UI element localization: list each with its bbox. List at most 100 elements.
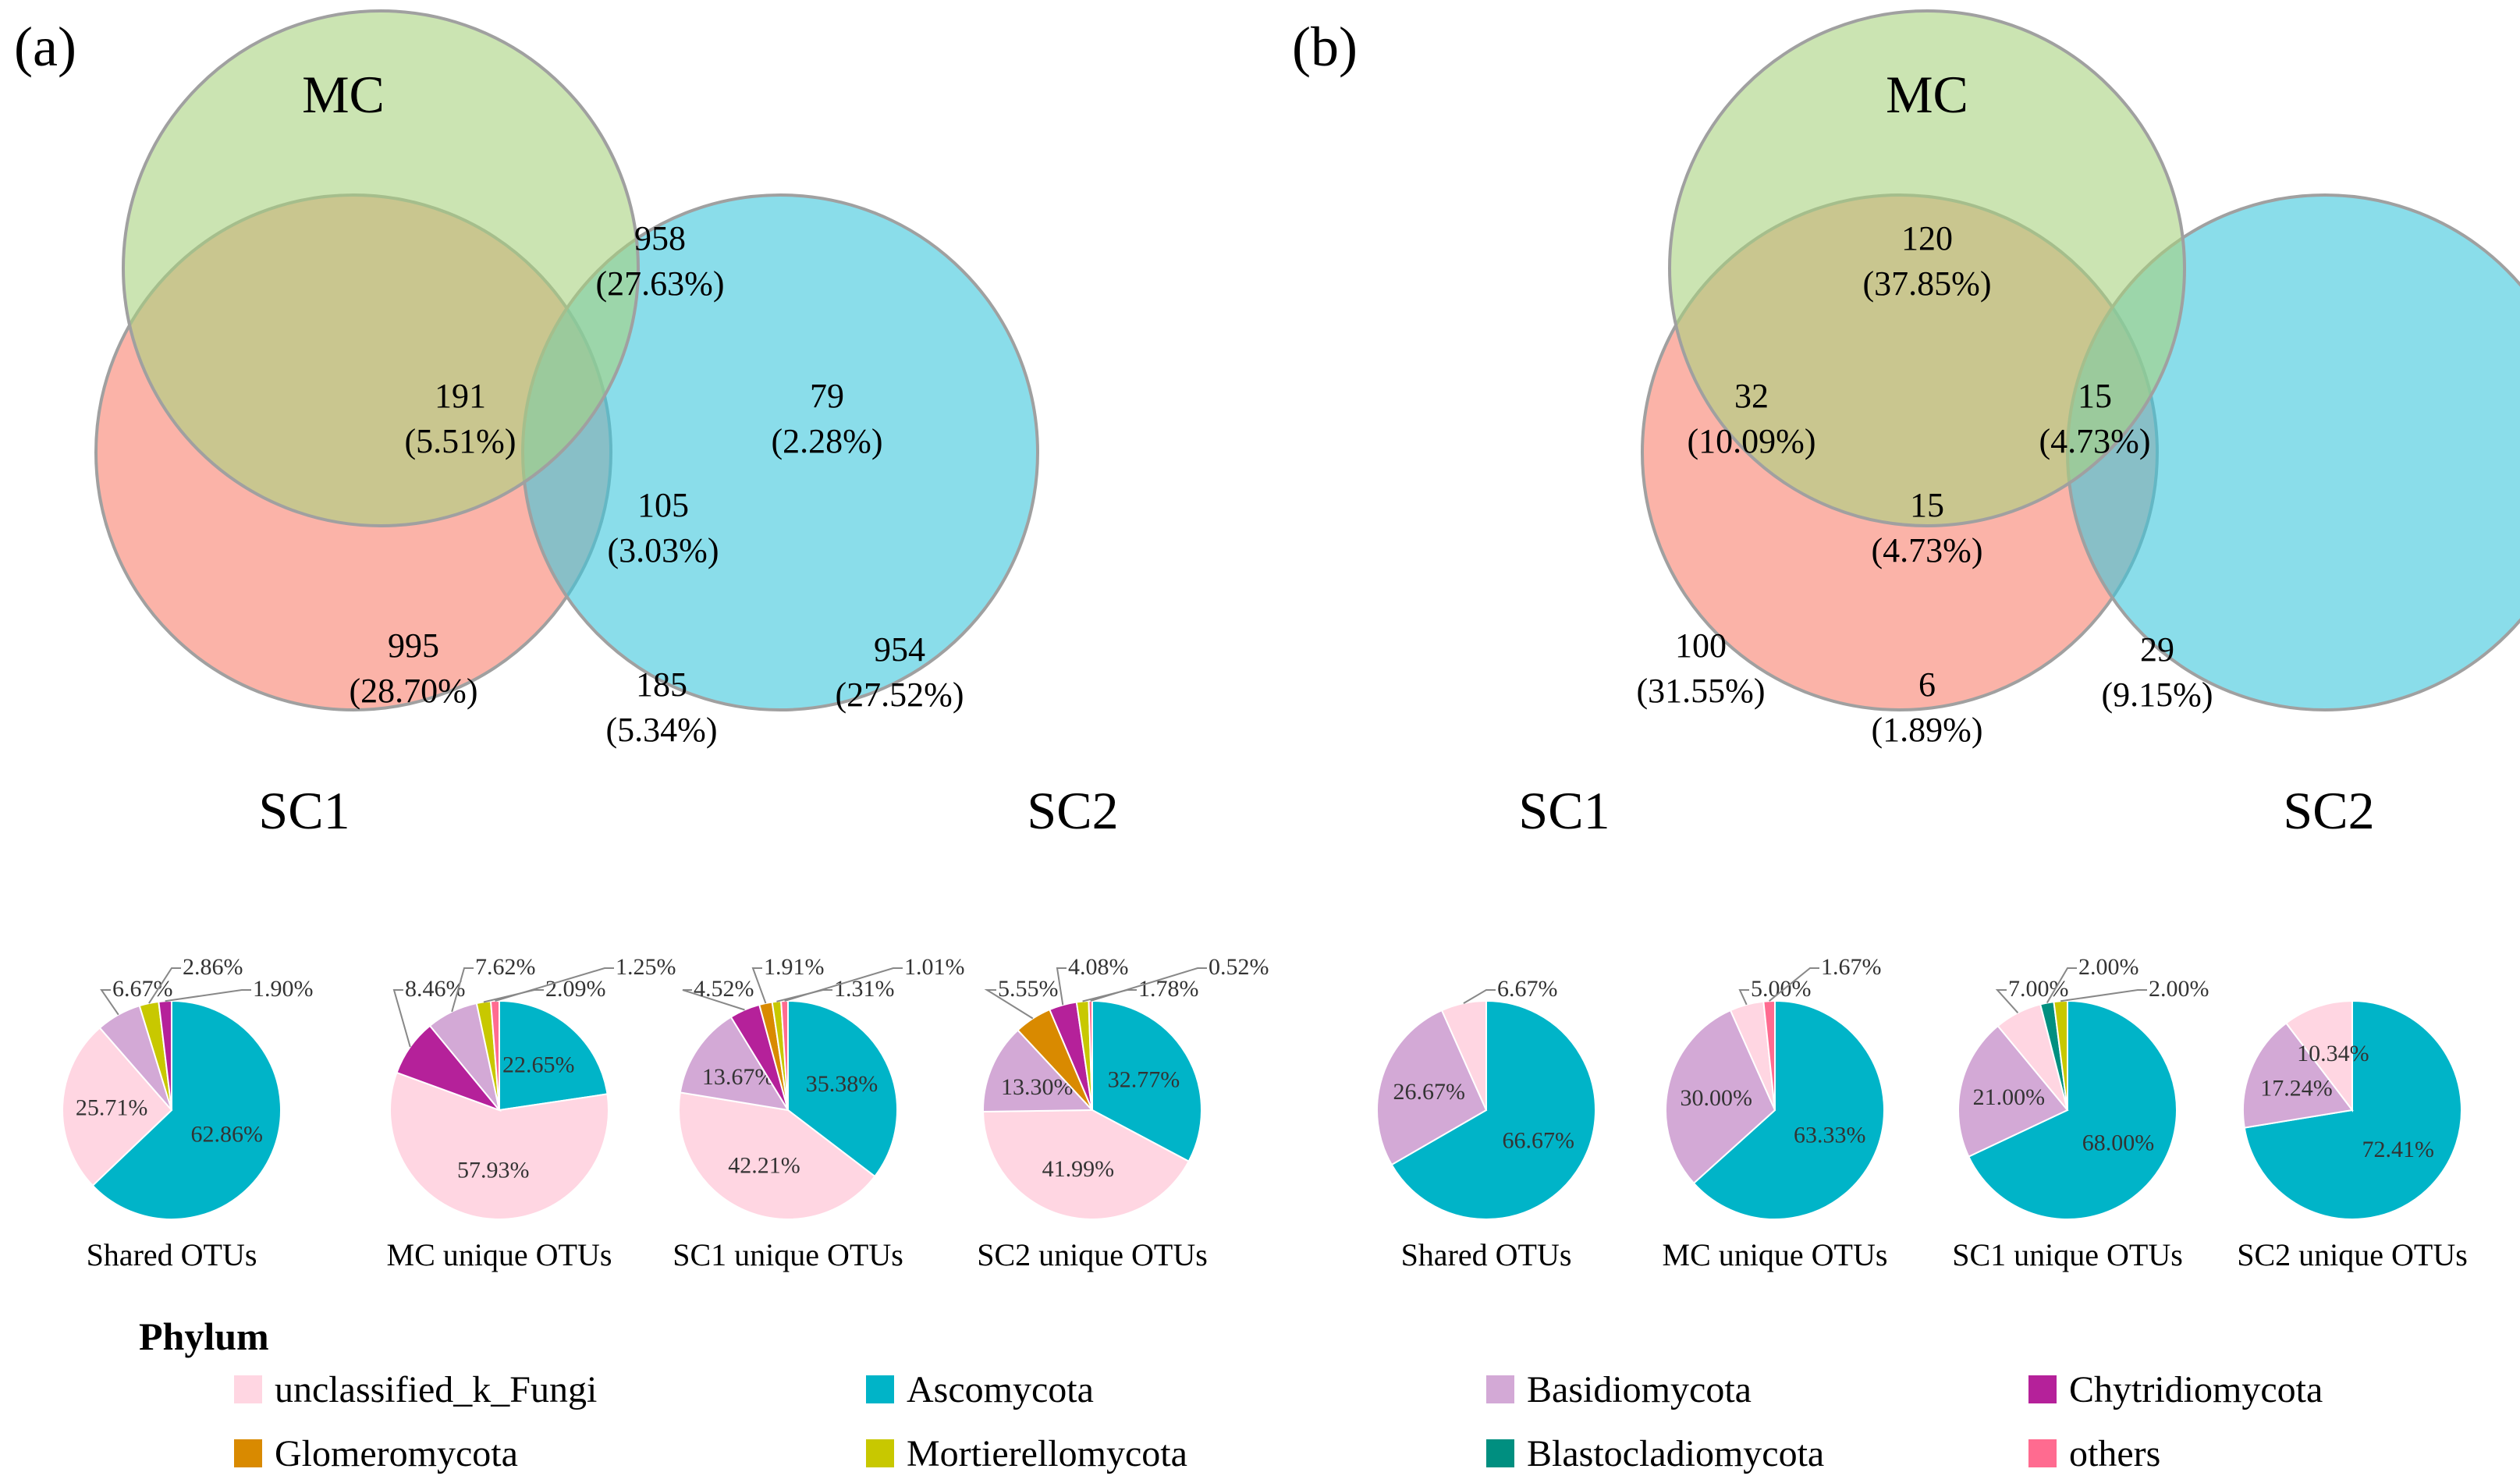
legend-item: Ascomycota [866,1369,1094,1410]
pie-slice-basidiomycota [679,1016,790,1112]
pie-data-label: 6.67% [1497,976,1558,1002]
legend-label: Mortierellomycota [907,1433,1187,1474]
venn-percent-mc-sc1: (10.09%) [1688,422,1816,460]
pie-data-label: 1.91% [764,954,825,980]
set-label-mc: MC [1886,65,1968,124]
pie-data-label: 72.41% [2362,1137,2434,1162]
pie-slice-others [1762,999,1776,1111]
venn-percent-all: (3.03%) [608,531,719,569]
pie-chart: 22.65%57.93%8.46%7.62%2.09%1.25%MC uniqu… [387,954,676,1272]
venn-count-sc1-sc2: 6 [1918,665,1936,704]
pie-slice-basidiomycota [1957,1024,2069,1158]
pie-leader-line [784,967,903,1002]
pie-chart: 68.00% 21.00% 7.00% 2.00% 2.00% SC1 unique OT… [1952,954,2209,1272]
pie-data-label: 7.00% [2008,976,2069,1002]
pie-data-label: 5.55% [998,976,1059,1002]
venn-percent-sc1-only: (28.70%) [350,672,478,710]
pie-title: SC1 unique OTUs [1952,1237,2183,1272]
legend-label: Basidiomycota [1527,1369,1752,1410]
legend-label: Glomeromycota [275,1433,518,1474]
legend-swatch [234,1439,262,1467]
pie-data-label: 17.24% [2260,1076,2333,1102]
venn-count-sc2-only: 29 [2140,630,2174,669]
pie-title: Shared OTUs [1401,1237,1572,1272]
pie-data-label: 1.67% [1821,954,1882,980]
legend-label: others [2069,1433,2160,1474]
pie-title: Shared OTUs [87,1237,257,1272]
legend-item: others [2028,1433,2160,1474]
venn-percent-mc-only: (37.85%) [1863,264,1992,303]
venn-percent-sc2-only: (27.52%) [836,676,964,714]
venn-percent-sc1-only: (31.55%) [1637,672,1766,710]
pie-chart: 32.77% 41.99% 13.30% 5.55% 4.08% 1.78% 0.52% SC… [977,954,1269,1272]
pie-data-label: 4.08% [1068,954,1129,980]
venn-diagram: (a) MC SC1 SC2 958 (27.63%) 191 (5.51%) 79 (2.28%… [14,9,1119,840]
venn-count-mc-sc2: 79 [810,377,844,415]
pie-leader-line [1090,967,1207,1002]
pie-leader-line [682,989,745,1011]
pie-slice-basidiomycota [2242,1022,2354,1129]
venn-diagram: (b) MC SC1 SC2 120 (37.85%) 32 (10.09%) 15 (4.73%… [1292,9,2520,840]
venn-count-mc-sc1: 32 [1734,377,1769,415]
pie-title: MC unique OTUs [387,1237,612,1272]
pie-leader-line [148,967,181,1004]
pie-title: SC1 unique OTUs [673,1237,903,1272]
pie-leader-line [495,967,614,1002]
pie-data-label: 2.00% [2078,954,2139,980]
set-label-sc2: SC2 [2283,781,2374,840]
pie-data-label: 42.21% [728,1153,800,1179]
legend-swatch [1486,1439,1514,1467]
pie-slice-ascomycota [1692,999,1885,1220]
pie-data-label: 63.33% [1794,1122,1866,1148]
venn-count-mc-sc1: 191 [435,377,486,415]
set-label-sc2: SC2 [1027,781,1118,840]
pie-slice-basidiomycota [982,1029,1095,1113]
pie-slice-ascomycota [499,999,609,1112]
pie-slice-unclassified-k-fungi [678,1091,876,1220]
pie-leader-line [451,967,474,1013]
pie-data-label: 21.00% [1973,1084,2046,1110]
pie-chart: 62.86% 25.71% 6.67% 2.86% 1.90% Shared OTUs [62,954,314,1272]
venn-percent-mc-sc2: (2.28%) [772,422,883,460]
legend-item: Mortierellomycota [866,1433,1187,1474]
pie-data-label: 2.09% [545,976,606,1002]
pie-slice-unclassified-k-fungi [981,1109,1190,1220]
pie-data-label: 22.65% [502,1052,575,1078]
legend-item: unclassified_k_Fungi [234,1369,597,1410]
panel-label: (b) [1292,16,1358,78]
venn-count-sc2-only: 954 [874,630,925,669]
legend-swatch [2028,1439,2057,1467]
pie-leader-line [984,989,1034,1020]
set-label-mc: MC [302,65,385,124]
legend-label: Chytridiomycota [2069,1369,2323,1410]
pie-slice-ascomycota [787,999,898,1178]
pie-data-label: 1.78% [1138,976,1199,1002]
pie-slice-ascomycota [1091,999,1202,1163]
pie-leader-line [1738,989,1749,1006]
venn-diagrams: (a) MC SC1 SC2 958 (27.63%) 191 (5.51%) 79 (2.28%… [14,9,2520,840]
pie-data-label: 68.00% [2082,1130,2155,1155]
set-label-sc1: SC1 [1518,781,1610,840]
pie-data-label: 30.00% [1680,1085,1752,1111]
venn-count-mc-only: 958 [634,219,686,257]
pie-title: SC2 unique OTUs [977,1237,1208,1272]
pie-slice-unclassified-k-fungi [389,1071,609,1220]
pie-data-label: 1.25% [616,954,676,980]
venn-count-sc1-only: 100 [1675,626,1727,665]
pie-chart: 63.33% 30.00% 5.00% 1.67% MC unique OTUs [1663,954,1888,1272]
legend-swatch [866,1439,894,1467]
pie-leader-line [165,989,251,1002]
pie-data-label: 1.90% [253,976,314,1002]
legend-item: Glomeromycota [234,1433,518,1474]
pie-data-label: 1.01% [904,954,965,980]
pie-slice-ascomycota [1967,999,2177,1220]
venn-percent-sc2-only: (9.15%) [2102,676,2213,714]
pie-chart: 72.41% 17.24% 10.34% SC2 unique OTUs [2237,999,2468,1272]
pie-data-label: 2.00% [2149,976,2209,1002]
pie-data-label: 13.30% [1001,1074,1074,1100]
legend-swatch [1486,1375,1514,1403]
panel-label: (a) [14,16,76,78]
pie-leader-line [100,989,119,1016]
